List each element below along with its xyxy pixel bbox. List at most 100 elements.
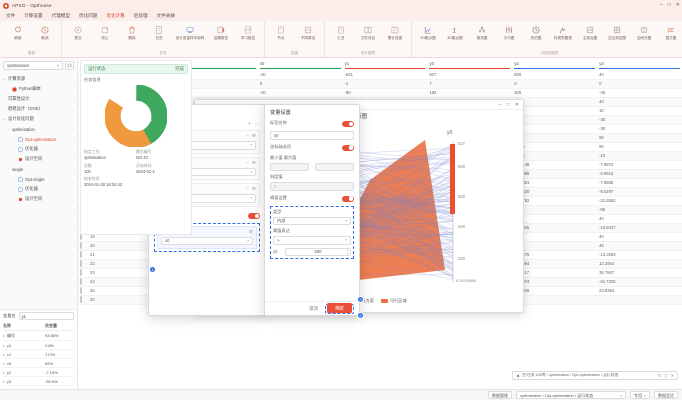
mode-select[interactable]: 专用 ▾	[629, 391, 650, 399]
column-header-y1[interactable]: y1	[343, 58, 428, 70]
tick-value-input[interactable]: 0	[270, 182, 354, 191]
tree-node-8[interactable]: 设计空间	[2, 154, 75, 164]
data-session-button[interactable]: 数据会话	[654, 391, 678, 399]
path-prev-icon[interactable]: ◀	[516, 373, 520, 378]
tree-arrow-icon[interactable]: ⌄	[6, 167, 10, 171]
maximize-icon[interactable]: □	[667, 2, 671, 8]
ribbon-button-scatter2d[interactable]: 2D散点图	[415, 23, 441, 40]
ribbon-button-study[interactable]: 学习报告	[235, 23, 261, 40]
ribbon-button-trash[interactable]: 删除	[119, 23, 145, 40]
ribbon-button-report[interactable]: 结果报告	[208, 23, 234, 40]
ribbon-button-summary[interactable]: 汇总	[328, 23, 354, 40]
ribbon-button-maineffect[interactable]: 主效应图	[577, 23, 603, 40]
min-value-input[interactable]	[270, 162, 310, 171]
menu-item-1[interactable]: 计算设置	[24, 13, 43, 18]
tree-arrow-icon[interactable]: ⌄	[2, 117, 6, 121]
path-select[interactable]: optimisation / Opt-optimisation / 运行状态 ▾	[515, 391, 626, 399]
plot-minimize-icon[interactable]: –	[498, 101, 502, 108]
ribbon-button-scatter3d[interactable]: 3D散点图	[442, 23, 468, 40]
sidebar-settings-button[interactable]	[65, 61, 74, 70]
threshold-type-select[interactable]: 内部 ▾	[273, 216, 351, 225]
variable-row[interactable]: ▸ y3 -59.9%	[3, 377, 74, 386]
threshold-expr-stepper[interactable]: 500 ▲ ▼	[285, 247, 351, 256]
row-checkbox-cell[interactable]	[78, 286, 88, 296]
ribbon-button-refresh[interactable]: 刷新	[5, 23, 31, 40]
ribbon-button-algo[interactable]: 不同算法	[295, 23, 321, 40]
column-header-x0[interactable]: x0	[258, 58, 343, 70]
tree-node-1[interactable]: Python脚本	[2, 84, 75, 94]
column-header-y3[interactable]: y3	[597, 58, 682, 70]
project-combo[interactable]: optimisation ▾	[3, 61, 63, 70]
tree-node-11[interactable]: 优化器	[2, 184, 75, 194]
plot-close-icon[interactable]: ✕	[514, 101, 519, 108]
label-name-toggle[interactable]	[342, 121, 354, 127]
menu-item-4[interactable]: 优化计算	[106, 13, 125, 18]
tree-arrow-icon[interactable]: ⌄	[2, 77, 6, 81]
ribbon-button-log[interactable]: 日志	[146, 23, 172, 40]
confirm-button[interactable]: 确定	[327, 303, 352, 313]
tree-node-9[interactable]: ⌄ single	[2, 164, 75, 174]
ribbon-button-correlation[interactable]: 相关图	[469, 23, 495, 40]
tree-node-3[interactable]: 稳稳设计（DOE）	[2, 104, 75, 114]
menu-item-2[interactable]: 代理模型	[51, 13, 70, 18]
row-checkbox[interactable]	[80, 278, 82, 285]
row-checkbox-cell[interactable]	[78, 241, 88, 251]
ribbon-button-category[interactable]: 标类别图表	[550, 23, 576, 40]
data-manage-button[interactable]: 数据管理	[487, 391, 512, 399]
row-checkbox[interactable]	[80, 233, 82, 240]
ribbon-button-space[interactable]: 空间分图	[631, 23, 657, 40]
legend-item-2[interactable]: 可行区域	[380, 298, 407, 304]
design-space-select[interactable]: x0 ▾	[161, 236, 253, 245]
ribbon-button-history[interactable]: 历史图	[523, 23, 549, 40]
row-checkbox-cell[interactable]	[78, 295, 88, 305]
add-variable-icon[interactable]: +	[248, 120, 251, 127]
cancel-button[interactable]: 取消	[309, 305, 319, 311]
row-checkbox[interactable]	[80, 296, 82, 303]
variable-gear-icon[interactable]: ⚙	[251, 186, 256, 191]
remove-variable-icon[interactable]: −	[246, 186, 249, 191]
max-value-input[interactable]	[314, 162, 354, 171]
tree-node-7[interactable]: 优化器	[2, 144, 75, 154]
ribbon-button-histogram[interactable]: 直方图	[658, 23, 682, 40]
tree-node-10[interactable]: Opt-single	[2, 174, 75, 184]
row-checkbox[interactable]	[80, 269, 82, 276]
row-checkbox-cell[interactable]	[78, 277, 88, 287]
menu-item-0[interactable]: 文件	[6, 13, 16, 18]
tree-node-6[interactable]: Opt-optimisation	[2, 134, 75, 144]
menu-item-5[interactable]: 后处理	[133, 13, 148, 18]
threshold-form-select[interactable]: > ▾	[273, 236, 351, 245]
ribbon-button-stop[interactable]: 终止	[92, 23, 118, 40]
tree-arrow-icon[interactable]: ⌄	[6, 127, 10, 131]
label-name-input[interactable]: y0	[270, 131, 354, 140]
minimize-icon[interactable]: –	[659, 2, 663, 8]
remove-variable-icon[interactable]: −	[246, 133, 249, 138]
ribbon-button-node[interactable]: 节点	[268, 23, 294, 40]
ribbon-button-compare[interactable]: 文件对比	[355, 23, 381, 40]
ribbon-button-progress[interactable]: 累计进度	[382, 23, 408, 40]
design-space-gear-icon[interactable]: ⚙	[248, 228, 253, 234]
maximize-icon[interactable]: ◻	[664, 373, 668, 378]
variable-name-value[interactable]: y1	[18, 312, 74, 320]
ribbon-button-parallel[interactable]: 平行图	[496, 23, 522, 40]
row-checkbox[interactable]	[80, 260, 82, 267]
variable-row[interactable]: ▸ x0 89%	[3, 359, 74, 368]
tree-node-0[interactable]: ⌄ 计算资源	[2, 74, 75, 84]
tree-node-5[interactable]: ⌄ optimisation	[2, 124, 75, 134]
menu-item-6[interactable]: 文件关联	[156, 13, 175, 18]
row-checkbox-cell[interactable]	[78, 268, 88, 278]
close-icon[interactable]: ✕	[670, 373, 674, 378]
column-header-y2[interactable]: y2	[512, 58, 597, 70]
refresh-icon[interactable]: ↻	[657, 373, 662, 378]
threshold-toggle[interactable]	[342, 195, 354, 202]
variable-row[interactable]: ▸ y2 -7.15%	[3, 368, 74, 377]
remove-variable-icon[interactable]: −	[246, 159, 249, 165]
more-options-icon[interactable]: ⋯	[255, 120, 260, 127]
tree-node-4[interactable]: ⌄ 设计优化问题	[2, 114, 75, 124]
variable-row[interactable]: ▸ 编号 93.86%	[3, 331, 74, 341]
stepper-arrows-icon[interactable]: ▲ ▼	[346, 248, 349, 256]
menu-item-3[interactable]: 优化问题	[78, 13, 98, 18]
row-checkbox-cell[interactable]	[78, 250, 88, 260]
design-space-toggle[interactable]	[248, 213, 260, 219]
row-checkbox[interactable]	[80, 287, 82, 294]
variable-row[interactable]: ▸ x1 172%	[3, 350, 74, 359]
